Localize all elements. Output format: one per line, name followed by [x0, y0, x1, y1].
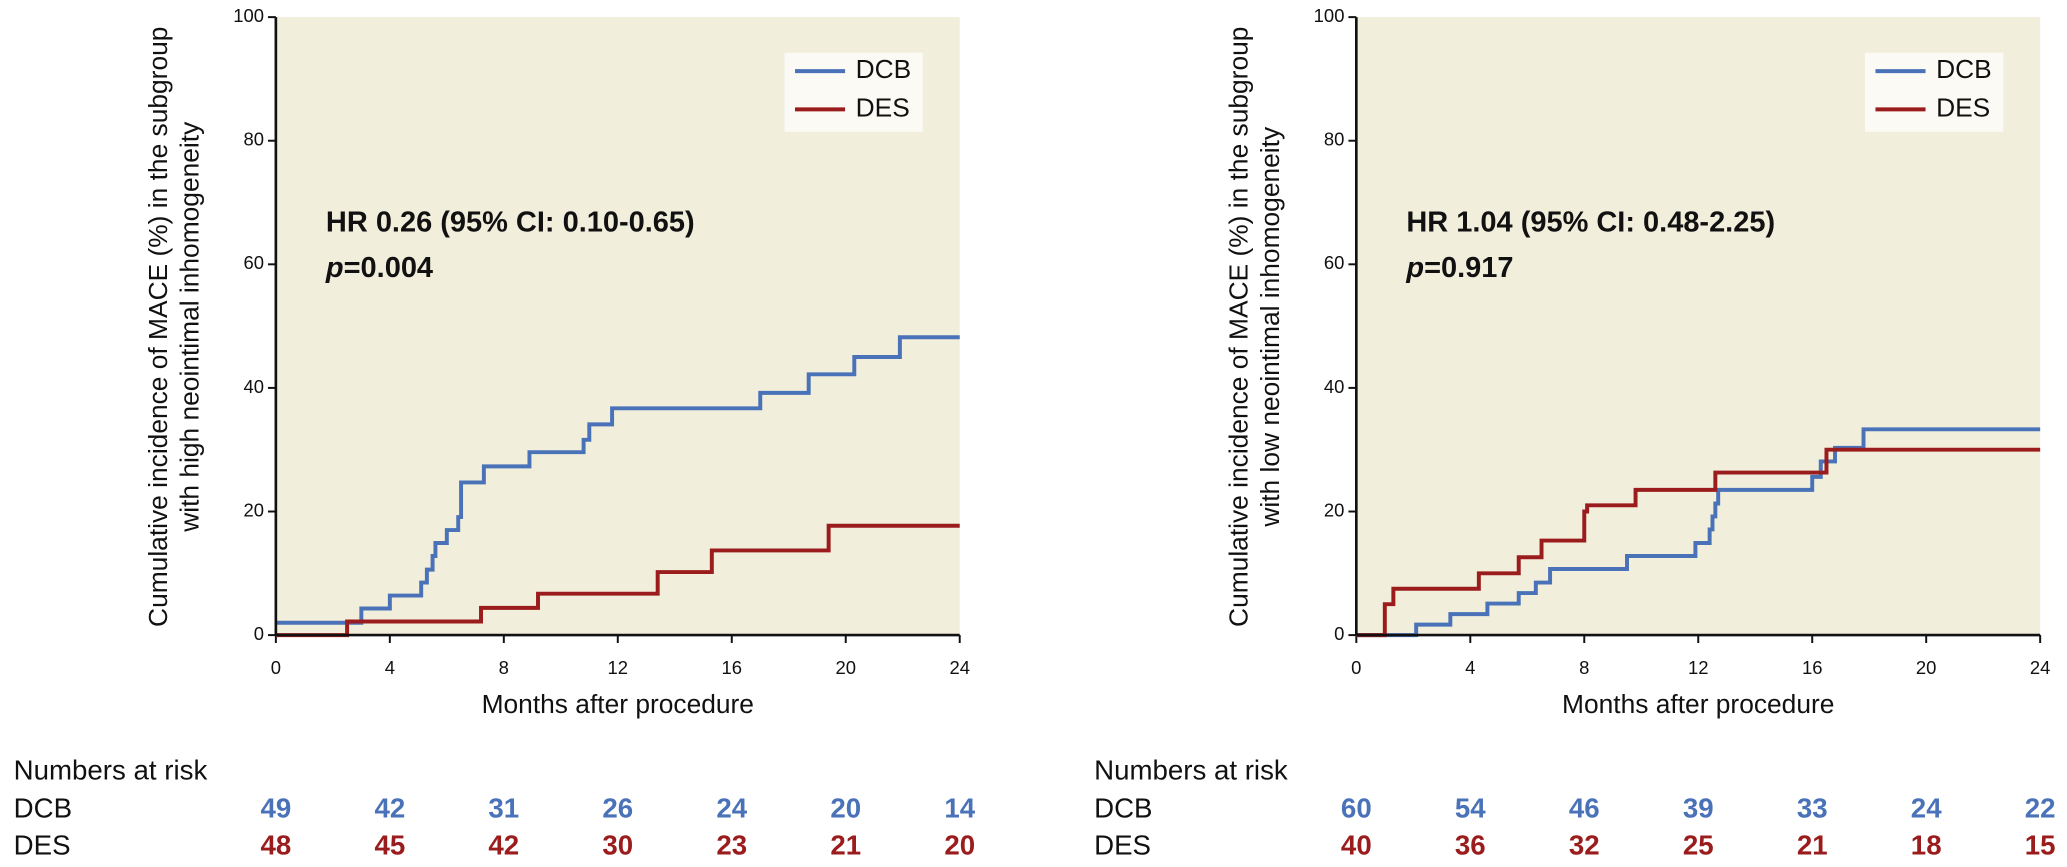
x-tick-label: 4: [1465, 657, 1475, 678]
x-tick-label: 24: [949, 657, 970, 678]
risk-value: 21: [830, 830, 861, 861]
x-axis-label: Months after procedure: [482, 689, 754, 719]
p-value: p=0.004: [325, 251, 433, 283]
risk-value: 18: [1911, 830, 1942, 861]
risk-value: 42: [488, 830, 519, 861]
risk-value: 22: [2025, 793, 2056, 824]
y-tick-label: 60: [1324, 252, 1345, 273]
risk-value: 39: [1683, 793, 1714, 824]
y-axis-label-line: Cumulative incidence of MACE (%) in the …: [1223, 27, 1253, 627]
risk-value: 26: [602, 793, 633, 824]
x-tick-label: 0: [1351, 657, 1361, 678]
y-axis-label: Cumulative incidence of MACE (%) in the …: [1223, 27, 1285, 627]
x-tick-label: 8: [499, 657, 509, 678]
risk-title: Numbers at risk: [1094, 754, 1288, 785]
risk-value: 25: [1683, 830, 1714, 861]
x-tick-label: 12: [1688, 657, 1709, 678]
km-curve: [1356, 447, 2041, 638]
y-tick-label: 40: [243, 376, 264, 397]
risk-value: 24: [716, 793, 747, 824]
risk-value: 40: [1341, 830, 1372, 861]
y-tick-label: 40: [1324, 376, 1345, 397]
risk-value: 20: [830, 793, 861, 824]
legend-box: [1864, 52, 2004, 132]
y-tick-label: 0: [1334, 623, 1344, 644]
risk-title: Numbers at risk: [14, 754, 208, 785]
x-axis-label: Months after procedure: [1562, 689, 1834, 719]
risk-value: 60: [1341, 793, 1372, 824]
legend-label: DCB: [1936, 54, 1992, 84]
p-symbol: p: [325, 251, 344, 283]
p-value: p=0.917: [1405, 251, 1513, 283]
x-tick-label: 20: [1916, 657, 1937, 678]
p-text: =0.004: [344, 251, 433, 283]
x-tick-label: 24: [2030, 657, 2051, 678]
risk-value: 48: [260, 830, 291, 861]
p-symbol: p: [1405, 251, 1424, 283]
y-tick-label: 60: [243, 252, 264, 273]
y-tick-label: 100: [1314, 5, 1345, 26]
y-tick-label: 20: [1324, 499, 1345, 520]
km-curve: [275, 523, 960, 638]
x-tick-label: 0: [271, 657, 281, 678]
risk-value: 36: [1455, 830, 1486, 861]
x-tick-label: 20: [835, 657, 856, 678]
risk-value: 46: [1569, 793, 1600, 824]
km-curve: [1356, 427, 2041, 638]
km-curve: [275, 335, 960, 625]
y-axis-label: Cumulative incidence of MACE (%) in the …: [143, 27, 205, 627]
legend-label: DCB: [856, 54, 912, 84]
risk-row-name: DCB: [14, 793, 72, 824]
risk-row-name: DCB: [1094, 793, 1152, 824]
y-axis-label-line: with low neointimal inhomogeneity: [1255, 126, 1285, 528]
hazard-ratio: HR 1.04 (95% CI: 0.48-2.25): [1406, 207, 1775, 239]
risk-value: 49: [260, 793, 291, 824]
x-tick-label: 8: [1579, 657, 1589, 678]
y-tick-label: 80: [1324, 129, 1345, 150]
legend-box: [784, 52, 923, 132]
x-tick-label: 16: [1802, 657, 1823, 678]
legend-label: DES: [856, 92, 910, 122]
risk-value: 42: [374, 793, 405, 824]
x-tick-label: 12: [608, 657, 629, 678]
risk-value: 30: [602, 830, 633, 861]
risk-value: 21: [1797, 830, 1828, 861]
hazard-ratio: HR 0.26 (95% CI: 0.10-0.65): [326, 207, 695, 239]
risk-row-name: DES: [14, 830, 71, 861]
risk-value: 24: [1911, 793, 1942, 824]
p-text: =0.917: [1424, 251, 1513, 283]
risk-value: 15: [2025, 830, 2056, 861]
y-tick-label: 0: [254, 623, 264, 644]
risk-value: 45: [374, 830, 405, 861]
risk-value: 33: [1797, 793, 1828, 824]
y-tick-label: 80: [243, 129, 264, 150]
risk-value: 54: [1455, 793, 1486, 824]
risk-value: 31: [488, 793, 519, 824]
y-tick-label: 100: [233, 5, 264, 26]
x-tick-label: 4: [385, 657, 395, 678]
y-tick-label: 20: [243, 499, 264, 520]
risk-value: 23: [716, 830, 747, 861]
y-axis-label-line: Cumulative incidence of MACE (%) in the …: [143, 27, 173, 627]
risk-value: 20: [944, 830, 975, 861]
risk-value: 32: [1569, 830, 1600, 861]
risk-row-name: DES: [1094, 830, 1151, 861]
legend-label: DES: [1936, 92, 1990, 122]
x-tick-label: 16: [722, 657, 743, 678]
y-axis-label-line: with high neointimal inhomogeneity: [174, 121, 204, 533]
risk-value: 14: [944, 793, 975, 824]
